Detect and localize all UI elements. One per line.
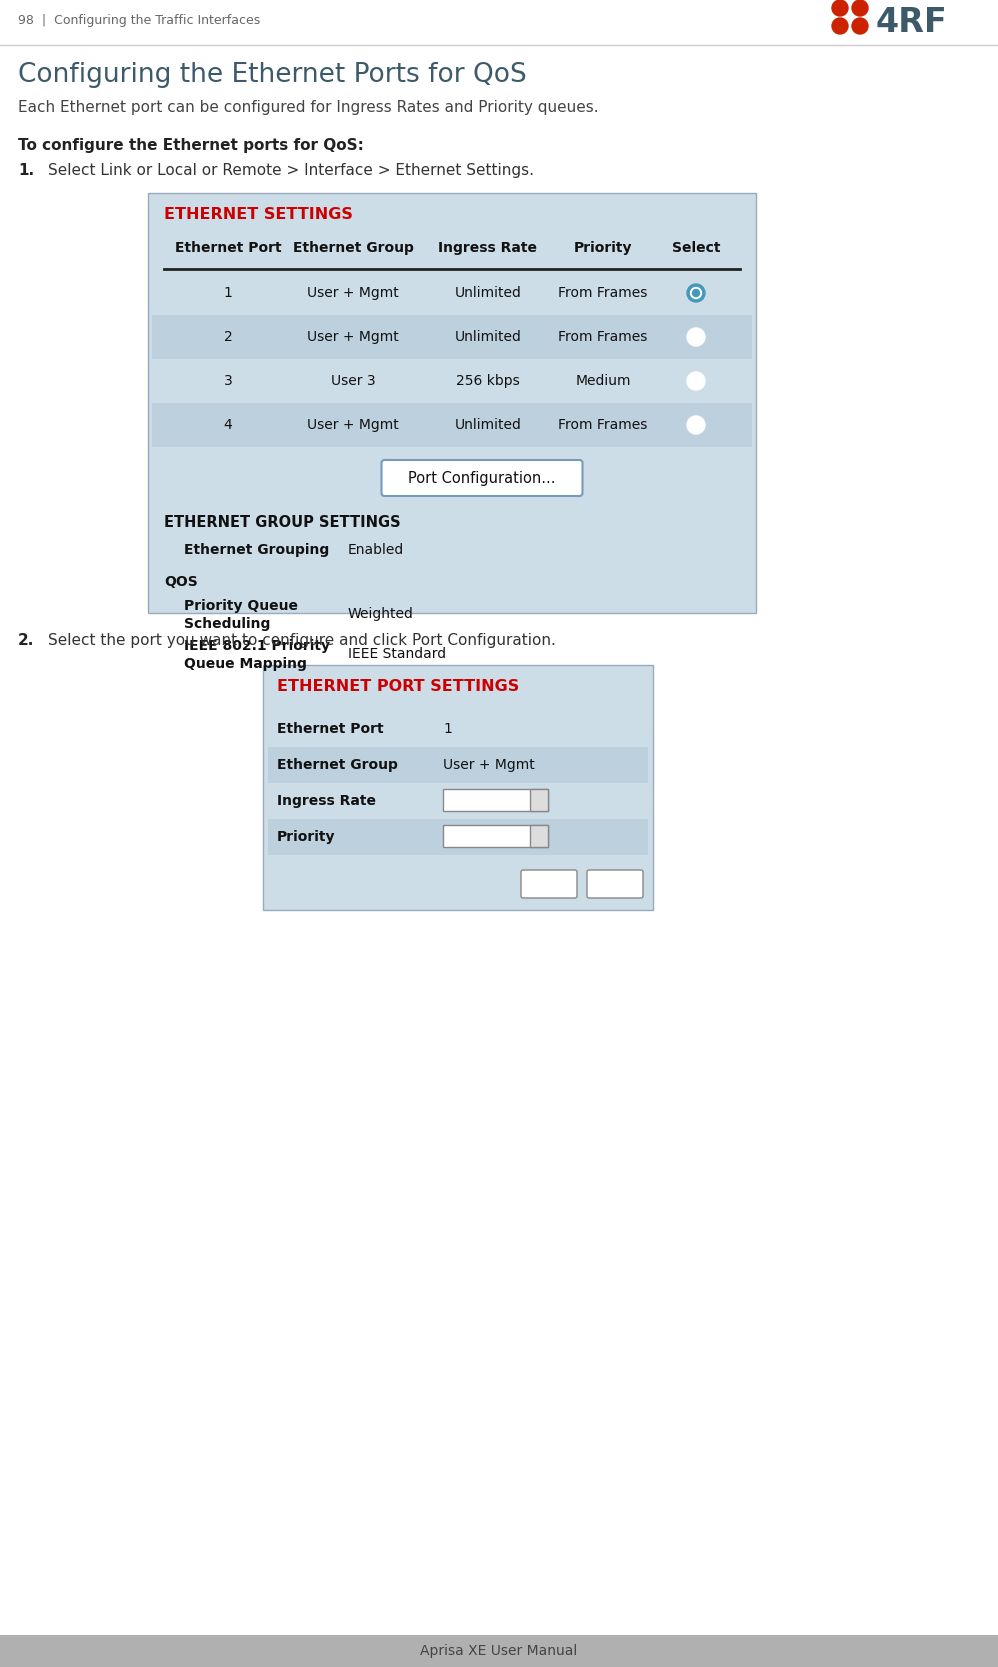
Circle shape bbox=[687, 417, 705, 433]
Text: 1: 1 bbox=[224, 287, 233, 300]
Text: User + Mgmt: User + Mgmt bbox=[307, 287, 399, 300]
Circle shape bbox=[687, 283, 705, 302]
FancyBboxPatch shape bbox=[268, 712, 648, 747]
Text: ▼: ▼ bbox=[536, 793, 542, 802]
Text: ETHERNET PORT SETTINGS: ETHERNET PORT SETTINGS bbox=[277, 678, 519, 693]
FancyBboxPatch shape bbox=[268, 783, 648, 818]
Circle shape bbox=[687, 328, 705, 347]
Circle shape bbox=[832, 0, 848, 17]
Text: From Frames: From Frames bbox=[558, 330, 648, 343]
Text: Port Configuration...: Port Configuration... bbox=[408, 470, 556, 485]
Text: Apply: Apply bbox=[596, 877, 634, 890]
Text: 2.: 2. bbox=[18, 633, 34, 648]
FancyBboxPatch shape bbox=[148, 193, 756, 613]
Circle shape bbox=[852, 0, 868, 17]
FancyBboxPatch shape bbox=[152, 272, 752, 315]
FancyBboxPatch shape bbox=[530, 788, 548, 812]
Text: Configuring the Ethernet Ports for QoS: Configuring the Ethernet Ports for QoS bbox=[18, 62, 527, 88]
FancyBboxPatch shape bbox=[587, 870, 643, 899]
Text: Ingress Rate: Ingress Rate bbox=[438, 242, 538, 255]
Text: User 3: User 3 bbox=[330, 373, 375, 388]
Text: Select the port you want to configure and click Port Configuration.: Select the port you want to configure an… bbox=[48, 633, 556, 648]
Text: ▼: ▼ bbox=[536, 828, 542, 839]
Text: Medium: Medium bbox=[575, 373, 631, 388]
Text: Reset: Reset bbox=[531, 877, 568, 890]
Text: 1: 1 bbox=[443, 722, 452, 737]
Text: Select Link or Local or Remote > Interface > Ethernet Settings.: Select Link or Local or Remote > Interfa… bbox=[48, 163, 534, 178]
FancyBboxPatch shape bbox=[152, 403, 752, 447]
Text: IEEE 802.1 Priority: IEEE 802.1 Priority bbox=[184, 638, 330, 653]
Text: Select: Select bbox=[672, 242, 721, 255]
Circle shape bbox=[693, 290, 700, 297]
Text: User + Mgmt: User + Mgmt bbox=[307, 418, 399, 432]
Text: Scheduling: Scheduling bbox=[184, 617, 270, 632]
Text: Unlimited: Unlimited bbox=[449, 792, 509, 805]
Text: 256 kbps: 256 kbps bbox=[456, 373, 520, 388]
Text: Unlimited: Unlimited bbox=[454, 330, 521, 343]
Circle shape bbox=[852, 18, 868, 33]
Text: 98  |  Configuring the Traffic Interfaces: 98 | Configuring the Traffic Interfaces bbox=[18, 13, 260, 27]
FancyBboxPatch shape bbox=[152, 358, 752, 403]
FancyBboxPatch shape bbox=[443, 825, 548, 847]
FancyBboxPatch shape bbox=[263, 665, 653, 910]
Text: Unlimited: Unlimited bbox=[454, 287, 521, 300]
Text: Ethernet Grouping: Ethernet Grouping bbox=[184, 543, 329, 557]
Text: User + Mgmt: User + Mgmt bbox=[443, 758, 535, 772]
Text: Ethernet Port: Ethernet Port bbox=[175, 242, 281, 255]
Text: User + Mgmt: User + Mgmt bbox=[307, 330, 399, 343]
Text: Aprisa XE User Manual: Aprisa XE User Manual bbox=[420, 1644, 578, 1659]
FancyBboxPatch shape bbox=[0, 1635, 998, 1667]
Text: Priority: Priority bbox=[277, 830, 335, 844]
Text: 2: 2 bbox=[224, 330, 233, 343]
Text: Ethernet Group: Ethernet Group bbox=[277, 758, 398, 772]
Text: QOS: QOS bbox=[164, 575, 198, 588]
Text: From Frames: From Frames bbox=[558, 287, 648, 300]
Text: Each Ethernet port can be configured for Ingress Rates and Priority queues.: Each Ethernet port can be configured for… bbox=[18, 100, 599, 115]
FancyBboxPatch shape bbox=[530, 825, 548, 847]
Text: Enabled: Enabled bbox=[348, 543, 404, 557]
Text: 1.: 1. bbox=[18, 163, 34, 178]
FancyBboxPatch shape bbox=[268, 818, 648, 855]
FancyBboxPatch shape bbox=[521, 870, 577, 899]
Text: From Frames: From Frames bbox=[558, 418, 648, 432]
Text: From Frames: From Frames bbox=[449, 828, 529, 840]
Text: Unlimited: Unlimited bbox=[454, 418, 521, 432]
Text: 3: 3 bbox=[224, 373, 233, 388]
Text: 4: 4 bbox=[224, 418, 233, 432]
Text: Ingress Rate: Ingress Rate bbox=[277, 793, 376, 808]
Text: Priority Queue: Priority Queue bbox=[184, 598, 298, 613]
Circle shape bbox=[687, 372, 705, 390]
Text: To configure the Ethernet ports for QoS:: To configure the Ethernet ports for QoS: bbox=[18, 138, 364, 153]
Circle shape bbox=[691, 287, 702, 298]
Text: ETHERNET SETTINGS: ETHERNET SETTINGS bbox=[164, 207, 353, 222]
Text: Weighted: Weighted bbox=[348, 607, 414, 622]
Text: Ethernet Port: Ethernet Port bbox=[277, 722, 383, 737]
Text: Queue Mapping: Queue Mapping bbox=[184, 657, 306, 672]
Text: 4RF: 4RF bbox=[876, 7, 948, 38]
Text: Priority: Priority bbox=[574, 242, 633, 255]
FancyBboxPatch shape bbox=[152, 315, 752, 358]
Text: Ethernet Group: Ethernet Group bbox=[292, 242, 413, 255]
Text: IEEE Standard: IEEE Standard bbox=[348, 647, 446, 662]
Circle shape bbox=[832, 18, 848, 33]
FancyBboxPatch shape bbox=[268, 747, 648, 783]
Text: ETHERNET GROUP SETTINGS: ETHERNET GROUP SETTINGS bbox=[164, 515, 400, 530]
FancyBboxPatch shape bbox=[443, 788, 548, 812]
FancyBboxPatch shape bbox=[381, 460, 583, 497]
